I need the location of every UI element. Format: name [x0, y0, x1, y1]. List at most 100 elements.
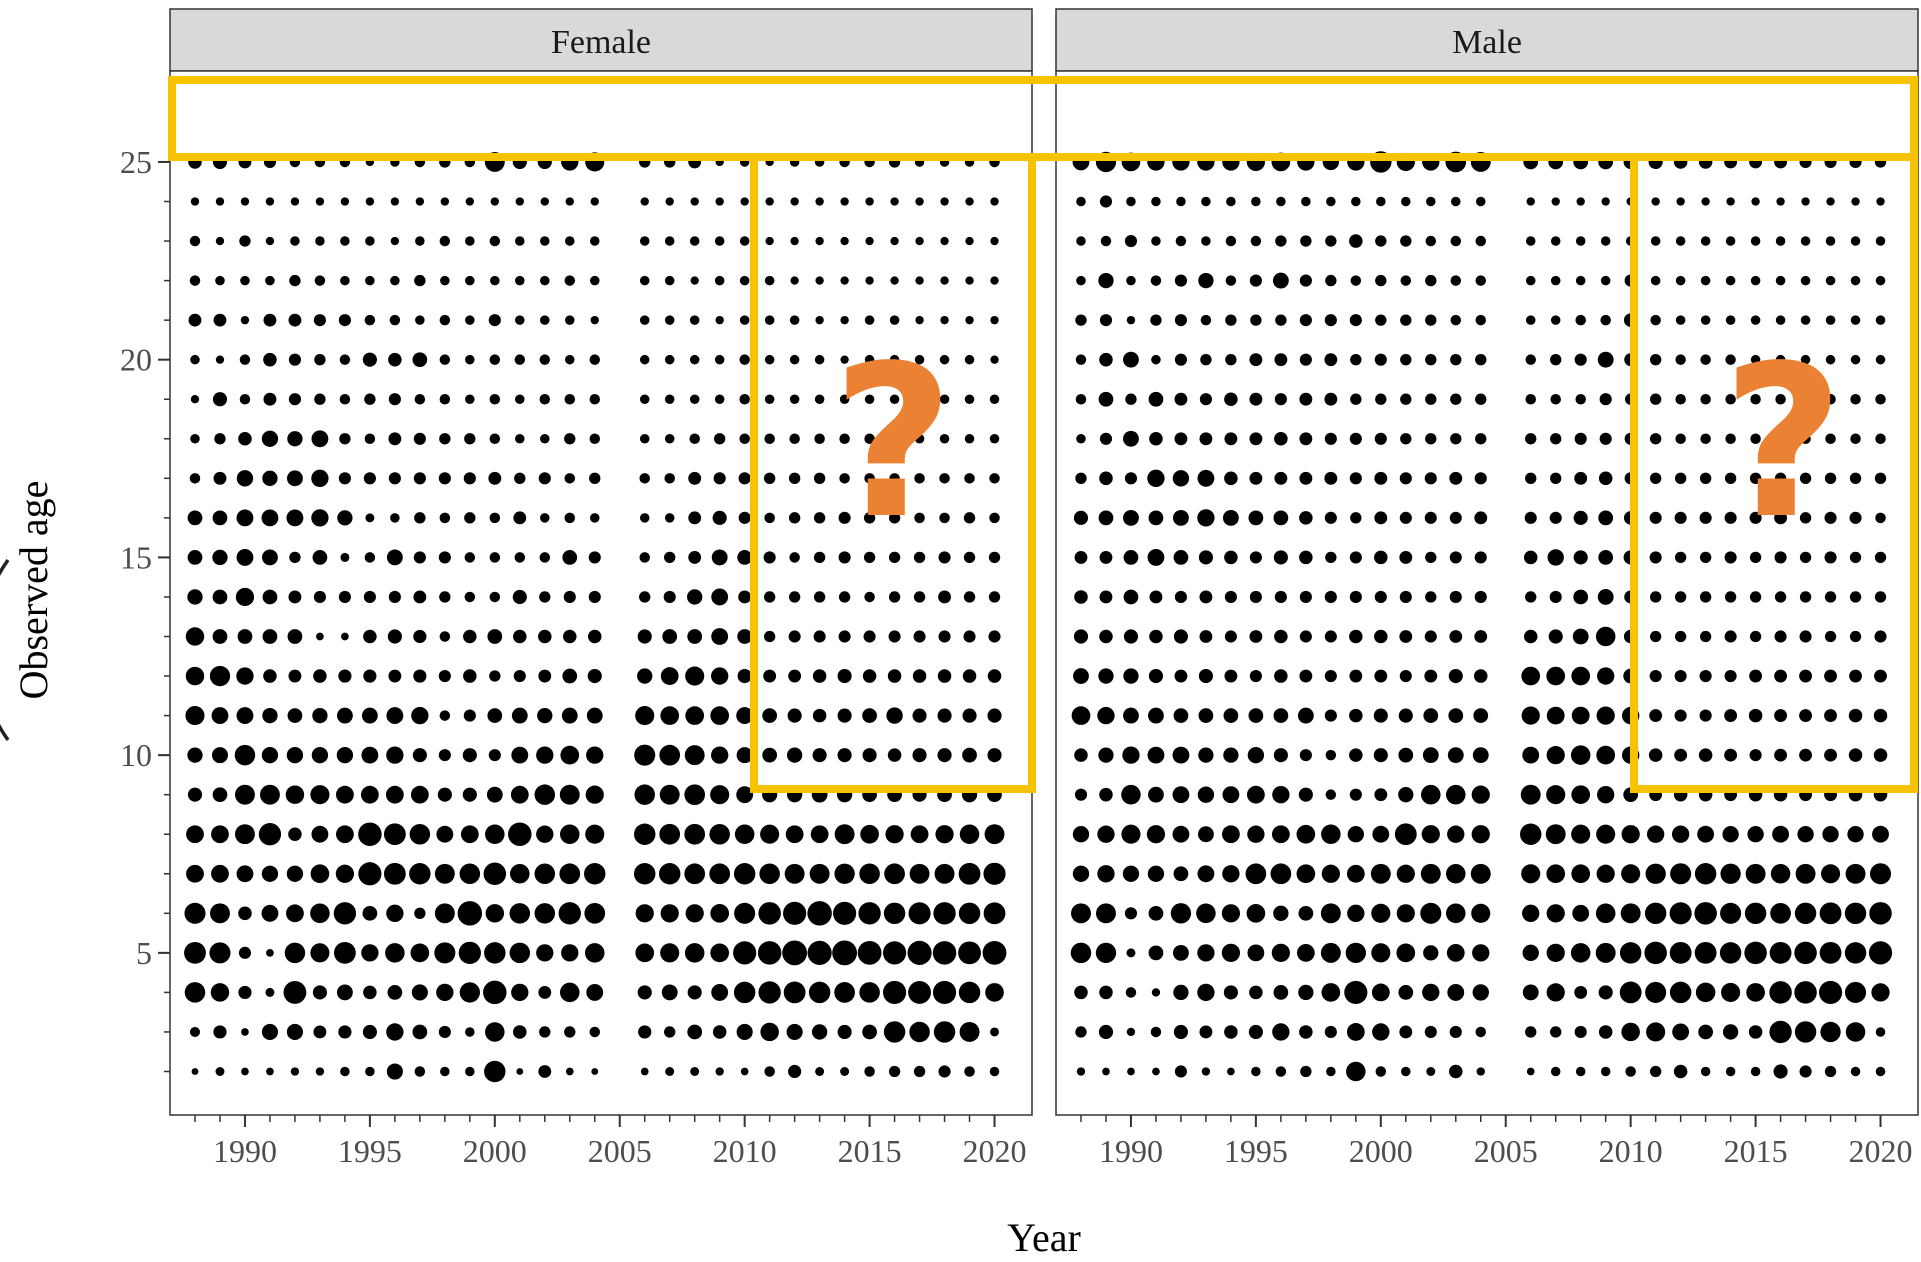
data-point: [286, 904, 304, 923]
data-point: [1349, 551, 1362, 564]
data-point: [1400, 275, 1412, 286]
data-point: [239, 354, 251, 365]
data-point: [1770, 864, 1791, 884]
data-point: [664, 473, 675, 484]
data-point: [659, 784, 680, 805]
data-point: [789, 552, 800, 563]
data-point: [262, 629, 278, 644]
data-point: [1775, 433, 1786, 445]
data-point: [935, 825, 954, 844]
data-point: [1298, 905, 1314, 921]
data-point: [1826, 197, 1835, 206]
data-point: [187, 747, 203, 763]
data-point: [383, 862, 406, 885]
data-point: [933, 902, 956, 925]
data-point: [639, 275, 650, 286]
data-point: [413, 669, 427, 683]
data-point: [584, 902, 606, 924]
data-point: [463, 669, 477, 683]
data-point: [1174, 314, 1187, 327]
data-point: [1751, 197, 1760, 206]
data-point: [1274, 629, 1288, 644]
data-point: [1599, 432, 1612, 445]
data-point: [1699, 591, 1712, 603]
data-point: [839, 473, 850, 484]
data-point: [1075, 393, 1087, 405]
data-point: [1374, 353, 1387, 366]
data-point: [1350, 354, 1362, 366]
data-point: [1824, 591, 1837, 603]
data-point: [987, 748, 1002, 763]
data-point: [1249, 432, 1263, 446]
data-point: [1098, 272, 1114, 289]
data-point: [559, 784, 580, 805]
data-point: [312, 707, 328, 724]
data-point: [1396, 943, 1416, 963]
data-point: [634, 784, 655, 805]
data-point: [259, 784, 280, 805]
data-point: [664, 394, 675, 404]
data-point: [1649, 591, 1662, 603]
data-point: [637, 629, 652, 644]
data-point: [739, 236, 750, 246]
data-point: [263, 392, 277, 406]
data-point: [1447, 825, 1465, 843]
data-point: [1450, 433, 1462, 445]
data-point: [1475, 354, 1487, 366]
data-point: [762, 747, 778, 763]
data-point: [1850, 433, 1861, 445]
data-point: [487, 629, 503, 644]
data-point: [1097, 865, 1115, 883]
data-point: [909, 863, 930, 884]
data-point: [962, 747, 977, 763]
data-point: [288, 590, 302, 604]
data-point: [414, 512, 426, 524]
data-point: [1249, 985, 1263, 1000]
data-point: [1570, 943, 1591, 963]
data-point: [939, 394, 950, 404]
data-point: [1649, 551, 1662, 564]
data-point: [483, 862, 507, 886]
data-point: [786, 747, 803, 763]
data-point: [191, 1068, 199, 1075]
data-point: [236, 707, 254, 725]
data-point: [962, 669, 977, 683]
data-point: [1346, 1023, 1365, 1041]
data-point: [763, 630, 776, 643]
data-point: [511, 983, 529, 1002]
data-point: [1674, 669, 1687, 683]
data-point: [1422, 983, 1440, 1002]
data-point: [240, 197, 250, 206]
data-point: [484, 942, 506, 964]
data-point: [714, 236, 725, 246]
data-point: [1475, 433, 1487, 445]
data-point: [1147, 469, 1165, 487]
data-point: [788, 591, 801, 603]
data-point: [336, 746, 354, 764]
data-point: [658, 863, 681, 885]
data-point: [763, 669, 777, 683]
data-point: [1725, 433, 1736, 445]
data-point: [1675, 433, 1686, 445]
data-point: [439, 235, 451, 247]
data-point: [313, 590, 326, 604]
data-point: [1799, 591, 1812, 603]
data-point: [311, 509, 329, 527]
data-point: [1800, 275, 1811, 286]
data-point: [290, 197, 300, 206]
data-point: [1848, 748, 1863, 762]
data-point: [1750, 354, 1761, 365]
data-point: [1546, 746, 1565, 765]
data-point: [886, 707, 903, 724]
data-point: [914, 394, 925, 404]
data-point: [1674, 709, 1687, 722]
data-point: [1450, 314, 1462, 326]
data-point: [687, 985, 702, 1000]
y-tick-label: 20: [120, 342, 152, 378]
data-point: [564, 275, 576, 286]
data-point: [388, 590, 401, 604]
data-point: [1550, 433, 1562, 445]
data-point: [815, 197, 824, 206]
female-recent-years-highlight-box: [750, 153, 1036, 793]
data-point: [1822, 826, 1839, 843]
